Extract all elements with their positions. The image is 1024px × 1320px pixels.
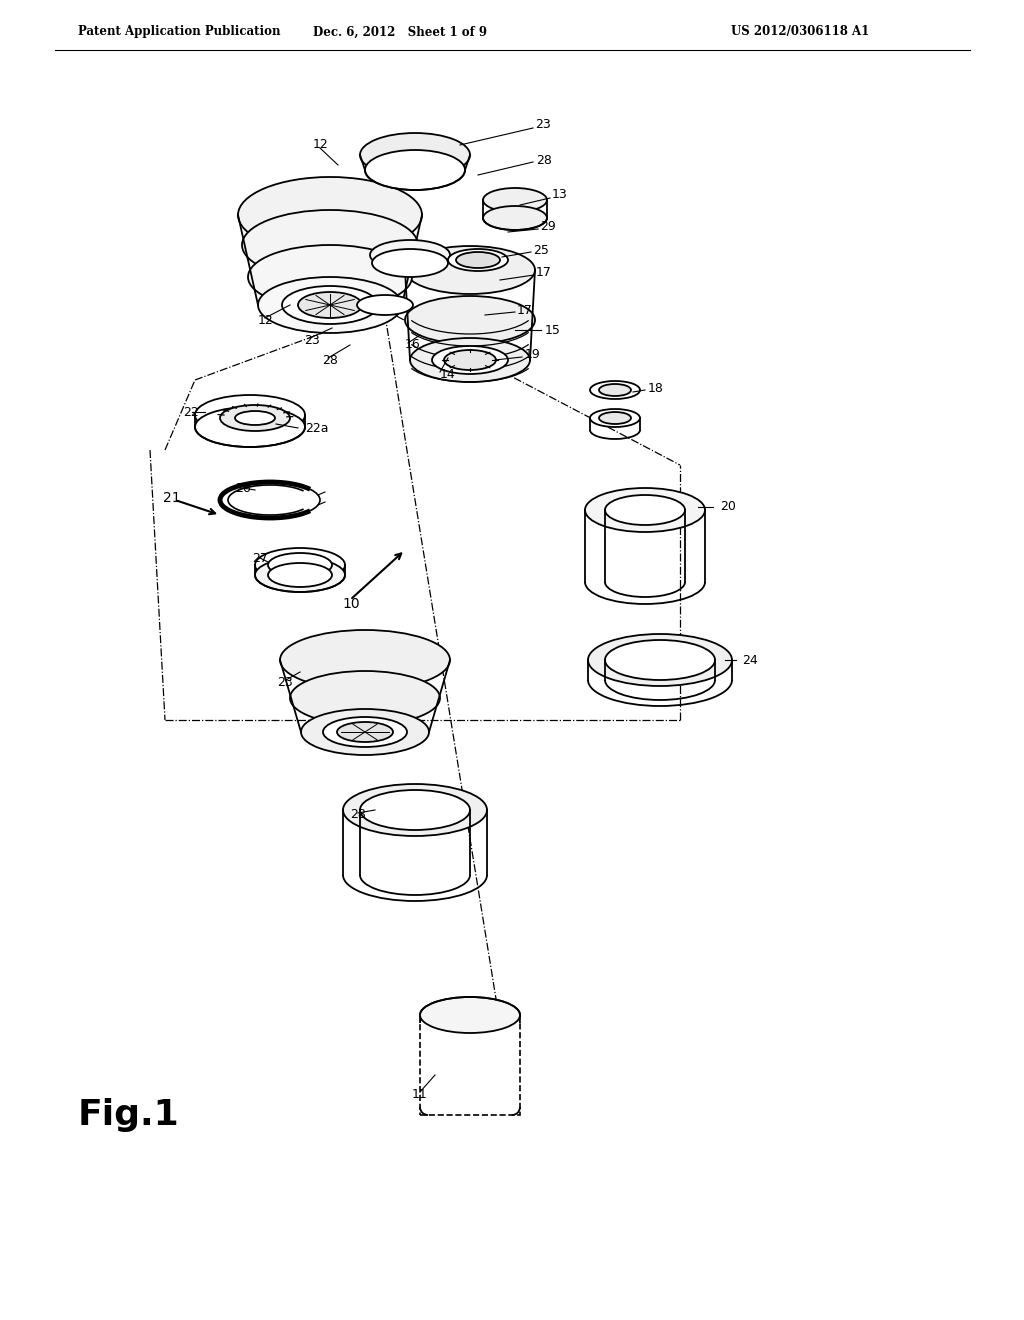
Text: 11: 11 xyxy=(412,1089,428,1101)
Text: 17: 17 xyxy=(536,267,552,280)
Ellipse shape xyxy=(268,553,332,577)
Ellipse shape xyxy=(370,240,450,271)
Text: Fig.1: Fig.1 xyxy=(78,1098,180,1133)
Ellipse shape xyxy=(590,409,640,426)
Text: 25: 25 xyxy=(534,243,549,256)
Text: 28: 28 xyxy=(322,354,338,367)
Text: 23: 23 xyxy=(304,334,319,346)
Text: 28: 28 xyxy=(350,808,366,821)
Ellipse shape xyxy=(420,997,520,1034)
Text: 15: 15 xyxy=(545,323,561,337)
Text: 12: 12 xyxy=(313,139,329,152)
Ellipse shape xyxy=(406,246,535,294)
Text: 13: 13 xyxy=(552,189,567,202)
Text: 16: 16 xyxy=(406,338,421,351)
Text: 23: 23 xyxy=(278,676,293,689)
Text: 19: 19 xyxy=(525,348,541,362)
Ellipse shape xyxy=(301,709,429,755)
Ellipse shape xyxy=(444,350,496,370)
Ellipse shape xyxy=(590,381,640,399)
Ellipse shape xyxy=(242,210,418,280)
Text: 28: 28 xyxy=(536,153,552,166)
Ellipse shape xyxy=(365,150,465,190)
Text: 24: 24 xyxy=(742,653,758,667)
Ellipse shape xyxy=(298,292,362,318)
Ellipse shape xyxy=(406,296,535,345)
Ellipse shape xyxy=(255,558,345,591)
Ellipse shape xyxy=(195,395,305,436)
Text: Dec. 6, 2012   Sheet 1 of 9: Dec. 6, 2012 Sheet 1 of 9 xyxy=(313,25,487,38)
Ellipse shape xyxy=(360,133,470,177)
Text: 27: 27 xyxy=(252,552,268,565)
Ellipse shape xyxy=(456,252,500,268)
Ellipse shape xyxy=(234,411,275,425)
Ellipse shape xyxy=(255,548,345,582)
Ellipse shape xyxy=(585,488,705,532)
Ellipse shape xyxy=(483,187,547,213)
Ellipse shape xyxy=(323,717,407,747)
Text: 18: 18 xyxy=(648,381,664,395)
Ellipse shape xyxy=(605,495,685,525)
Ellipse shape xyxy=(337,722,393,742)
Ellipse shape xyxy=(280,630,450,690)
Text: 10: 10 xyxy=(342,597,359,611)
Ellipse shape xyxy=(258,277,402,333)
Ellipse shape xyxy=(360,789,470,830)
Ellipse shape xyxy=(372,249,449,277)
Text: 14: 14 xyxy=(440,368,456,381)
Text: 26: 26 xyxy=(234,482,251,495)
Text: 29: 29 xyxy=(540,220,556,234)
Text: 23: 23 xyxy=(535,119,551,132)
Text: 21: 21 xyxy=(163,491,180,506)
Ellipse shape xyxy=(220,405,290,432)
Text: 20: 20 xyxy=(720,500,736,513)
Ellipse shape xyxy=(605,640,715,680)
Ellipse shape xyxy=(432,346,508,374)
Bar xyxy=(420,1015,520,1115)
Text: 17: 17 xyxy=(517,304,532,317)
Ellipse shape xyxy=(290,671,440,725)
Ellipse shape xyxy=(282,286,378,323)
Ellipse shape xyxy=(357,294,413,315)
Text: US 2012/0306118 A1: US 2012/0306118 A1 xyxy=(731,25,869,38)
Ellipse shape xyxy=(449,249,508,271)
Text: 12: 12 xyxy=(258,314,273,326)
Ellipse shape xyxy=(248,246,412,309)
Text: 22: 22 xyxy=(183,405,199,418)
Ellipse shape xyxy=(588,634,732,686)
Ellipse shape xyxy=(599,412,631,424)
Ellipse shape xyxy=(195,407,305,447)
Ellipse shape xyxy=(343,784,487,836)
Ellipse shape xyxy=(238,177,422,253)
Text: Patent Application Publication: Patent Application Publication xyxy=(78,25,281,38)
Text: 22a: 22a xyxy=(305,421,329,434)
Ellipse shape xyxy=(268,564,332,587)
Ellipse shape xyxy=(410,338,530,381)
Ellipse shape xyxy=(483,206,547,230)
Ellipse shape xyxy=(599,384,631,396)
